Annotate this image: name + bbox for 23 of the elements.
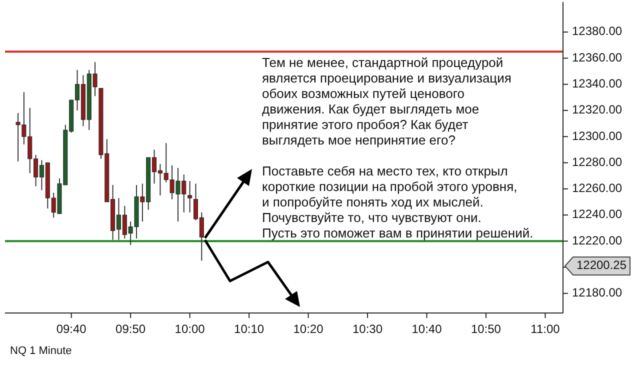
text: 12200.25 <box>576 258 627 272</box>
y-tick-label: 12300.00 <box>572 128 622 143</box>
y-tick-label: 12180.00 <box>572 286 622 300</box>
x-tick-label: 09:40 <box>56 322 87 336</box>
y-tick-label: 12260.00 <box>572 181 622 196</box>
y-tick-label: 12280.00 <box>572 154 622 169</box>
y-tick-label: 12220.00 <box>572 233 622 248</box>
x-tick-label: 10:50 <box>470 322 502 336</box>
y-tick-label: 12340.00 <box>572 76 622 90</box>
text: NQ 1 Minute <box>10 345 72 357</box>
x-tick-label: 11:00 <box>530 322 560 336</box>
y-tick-label: 12240.00 <box>572 207 622 222</box>
x-tick-label: 10:20 <box>293 322 324 336</box>
x-tick-label: 10:00 <box>174 322 206 336</box>
y-tick-label: 12360.00 <box>572 50 622 64</box>
x-tick-label: 10:40 <box>412 322 442 336</box>
x-tick-label: 10:30 <box>352 322 383 336</box>
text: Тем не менее, стандартной процедурой является проецирование и визуализация обоих возможных путей ценового движения. Как будет выглядеть мое принятие этого пробоя? Как будет выглядеть мое непринятие его? Поставьте себя на место тех, кто открыл короткие позиции на пробой этого уровня, и попробуйте понять ход их мыслей. Почувствуйте то, что чувствуют они. Пусть это поможет вам в принятии решений. <box>262 55 534 241</box>
y-tick-label: 12380.00 <box>572 24 622 38</box>
x-tick-label: 10:10 <box>234 322 264 336</box>
x-tick-label: 09:50 <box>116 322 146 336</box>
candlestick <box>188 180 192 213</box>
y-tick-label: 12320.00 <box>572 102 622 117</box>
